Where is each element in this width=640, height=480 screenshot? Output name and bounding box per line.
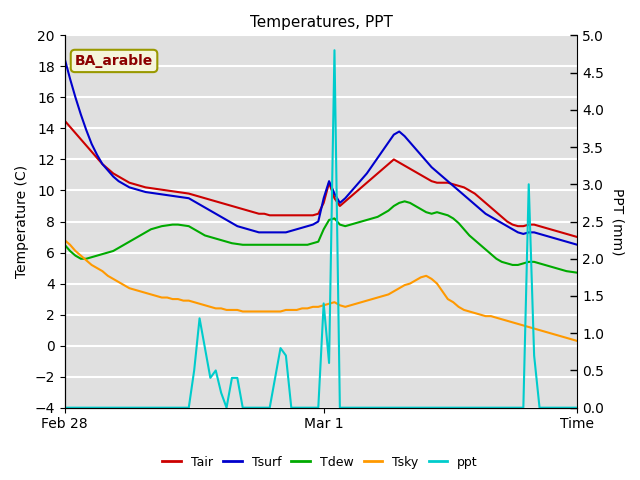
Title: Temperatures, PPT: Temperatures, PPT bbox=[250, 15, 392, 30]
Y-axis label: PPT (mm): PPT (mm) bbox=[611, 188, 625, 255]
Text: BA_arable: BA_arable bbox=[75, 54, 153, 68]
Legend: Tair, Tsurf, Tdew, Tsky, ppt: Tair, Tsurf, Tdew, Tsky, ppt bbox=[157, 451, 483, 474]
Y-axis label: Temperature (C): Temperature (C) bbox=[15, 165, 29, 278]
